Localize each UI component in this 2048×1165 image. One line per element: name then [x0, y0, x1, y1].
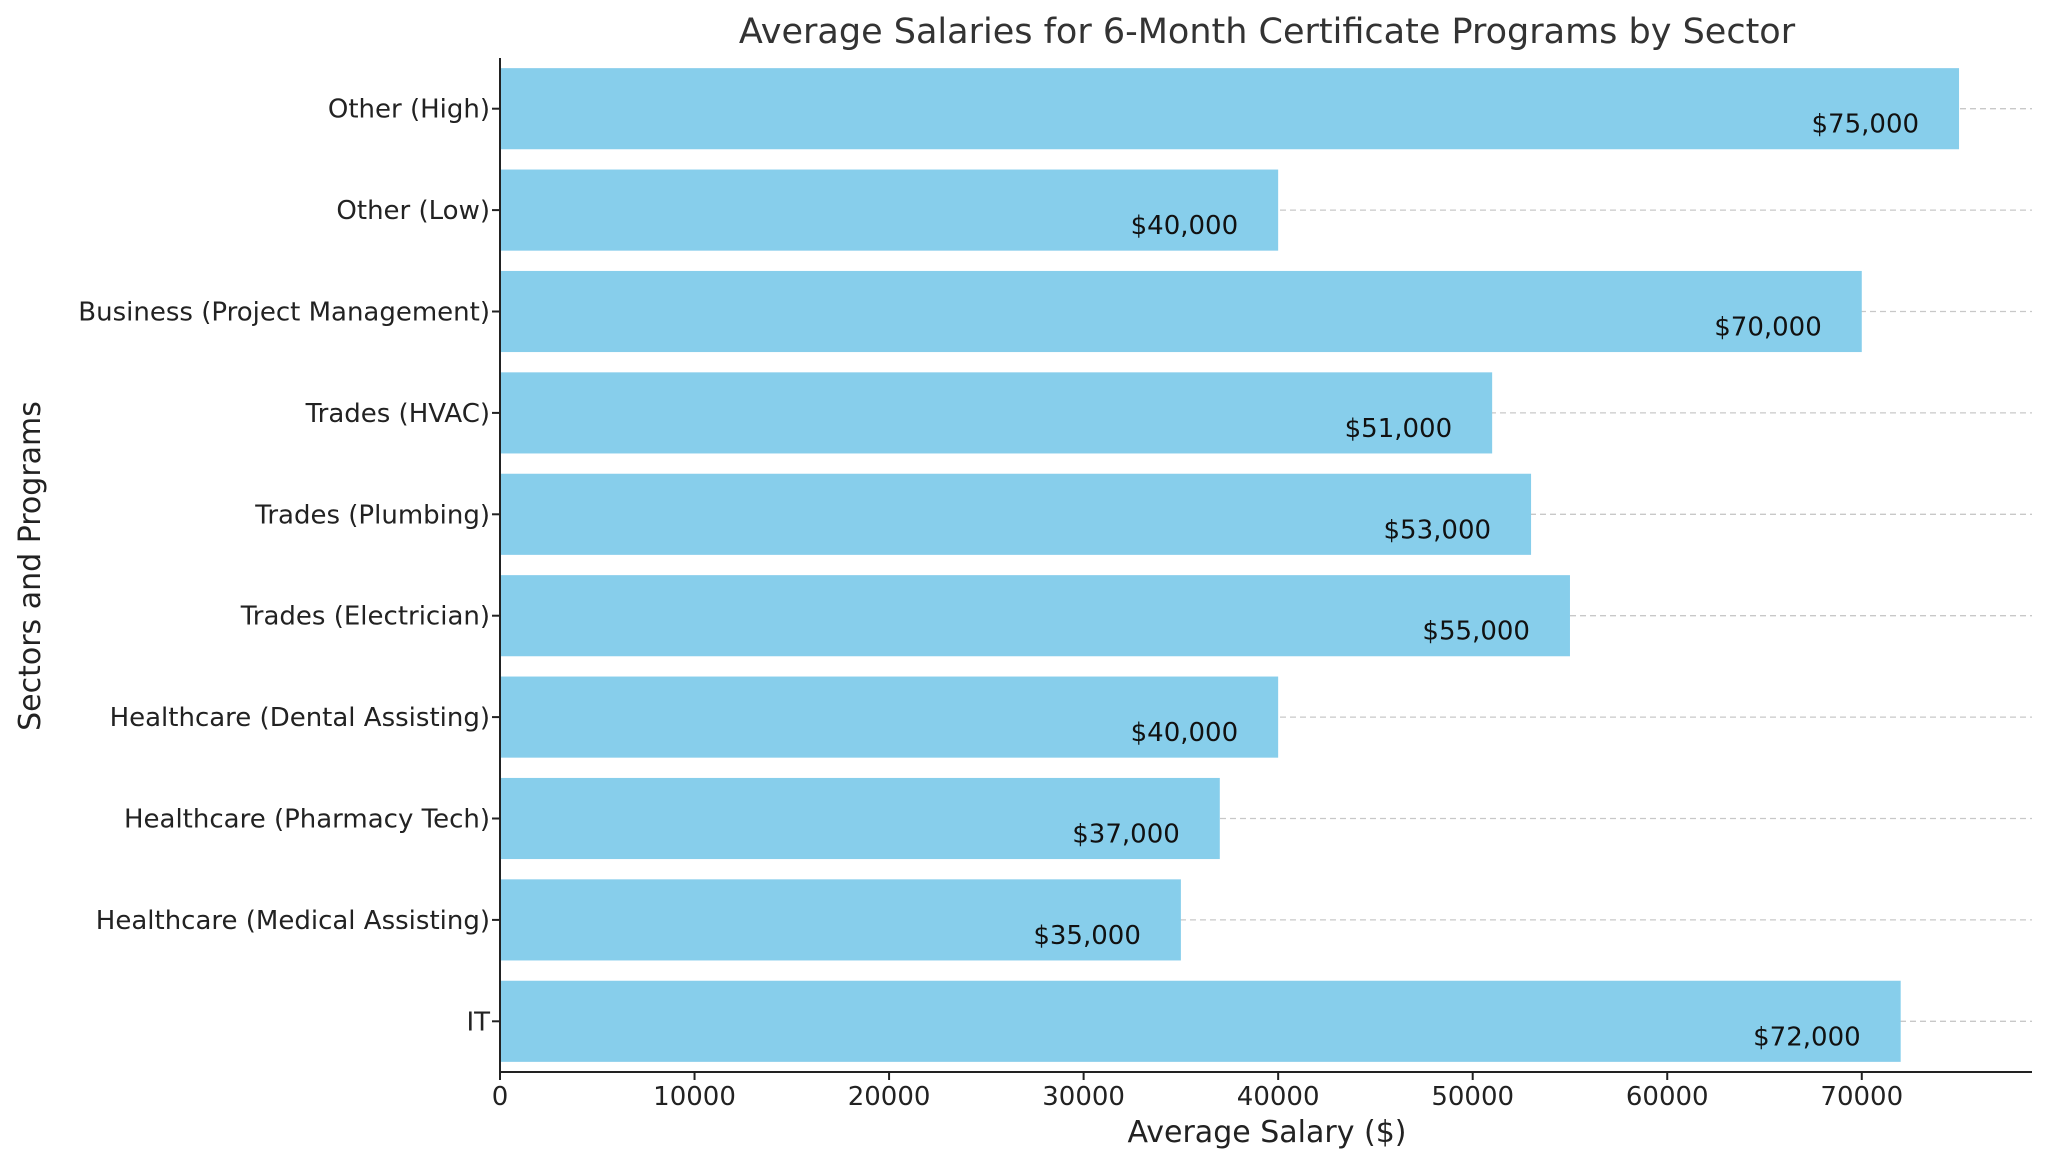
- x-tick-label: 20000: [848, 1082, 931, 1112]
- y-axis-label: Sectors and Programs: [13, 401, 48, 731]
- data-labels-layer: $72,000 $35,000 $37,000 $40,000 $55,000 $53,0…: [1033, 110, 1919, 1053]
- bar-value-label: $55,000: [1422, 617, 1530, 647]
- bar-value-label: $70,000: [1714, 313, 1822, 343]
- bar-value-label: $72,000: [1753, 1022, 1861, 1052]
- chart-title: Average Salaries for 6-Month Certificate…: [739, 12, 1796, 52]
- category-label: Trades (Plumbing): [254, 500, 490, 530]
- bar: [500, 777, 1220, 860]
- category-label: Healthcare (Pharmacy Tech): [124, 805, 490, 835]
- category-label: Healthcare (Medical Assisting): [96, 906, 490, 936]
- x-tick-label: 60000: [1626, 1082, 1709, 1112]
- bar: [500, 980, 1901, 1062]
- bar-value-label: $51,000: [1345, 414, 1453, 444]
- bar-value-label: $53,000: [1384, 515, 1492, 545]
- x-tick-label: 10000: [653, 1082, 736, 1112]
- bar: [500, 270, 1862, 353]
- x-tick-label: 0: [492, 1082, 509, 1112]
- bar: [500, 473, 1532, 555]
- bar-value-label: $40,000: [1131, 718, 1239, 748]
- category-label: Other (High): [328, 95, 490, 125]
- axes-layer: IT Healthcare (Medical Assisting) Healthca…: [78, 58, 2032, 1112]
- bar: [500, 169, 1279, 251]
- x-tick-label: 50000: [1431, 1082, 1514, 1112]
- x-tick-label: 40000: [1237, 1082, 1320, 1112]
- bar: [500, 68, 1960, 150]
- bar: [500, 372, 1493, 454]
- category-label: Trades (HVAC): [305, 399, 490, 429]
- category-label: IT: [466, 1007, 490, 1037]
- category-label: Healthcare (Dental Assisting): [110, 703, 490, 733]
- x-tick-label: 30000: [1042, 1082, 1125, 1112]
- bar-value-label: $35,000: [1033, 921, 1141, 951]
- bar: [500, 575, 1570, 657]
- bar: [500, 676, 1279, 758]
- category-label: Business (Project Management): [78, 298, 490, 328]
- bar: [500, 879, 1181, 961]
- bar-value-label: $37,000: [1072, 820, 1180, 850]
- bars-layer: [500, 68, 1960, 1062]
- x-axis-label: Average Salary ($): [1128, 1115, 1407, 1150]
- x-tick-label: 70000: [1820, 1082, 1903, 1112]
- bar-value-label: $40,000: [1131, 211, 1239, 241]
- category-label: Other (Low): [336, 196, 490, 226]
- category-label: Trades (Electrician): [240, 602, 490, 632]
- bar-value-label: $75,000: [1812, 110, 1920, 140]
